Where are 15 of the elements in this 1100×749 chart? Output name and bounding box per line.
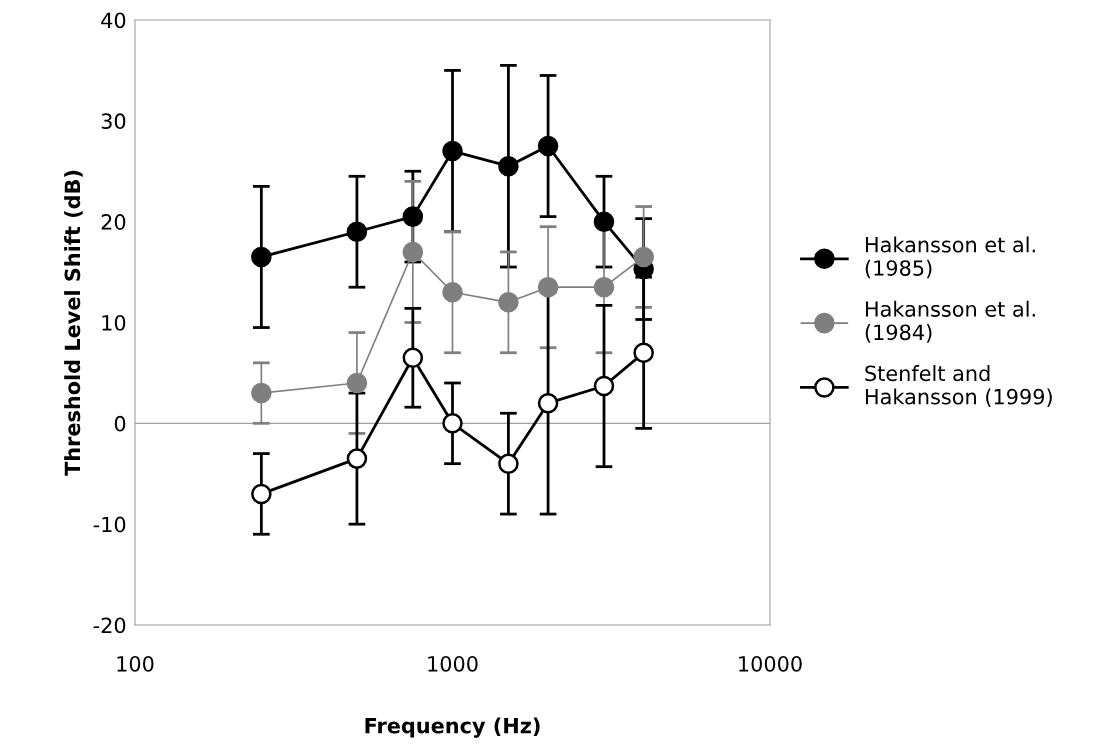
y-tick-label: 30 (101, 113, 126, 130)
legend-label: Stenfelt and Hakansson (1999) (865, 365, 1052, 407)
x-tick-label: 10000 (739, 655, 802, 672)
y-axis-title: Threshold Level Shift (dB) (64, 170, 83, 476)
y-tick-label: 40 (101, 12, 126, 29)
legend-label: Hakansson et al. (1985) (865, 236, 1035, 279)
y-tick-label: 0 (114, 415, 126, 432)
x-tick-label: 1000 (428, 655, 478, 672)
x-tick-label: 100 (117, 655, 154, 672)
y-tick-label: 20 (101, 214, 126, 230)
x-axis-title: Frequency (Hz) (365, 717, 540, 738)
y-tick-label: -10 (93, 516, 126, 533)
legend-label: Hakansson et al. (1984) (865, 300, 1035, 343)
y-tick-label: 10 (102, 314, 126, 331)
y-tick-label: -20 (93, 617, 126, 634)
